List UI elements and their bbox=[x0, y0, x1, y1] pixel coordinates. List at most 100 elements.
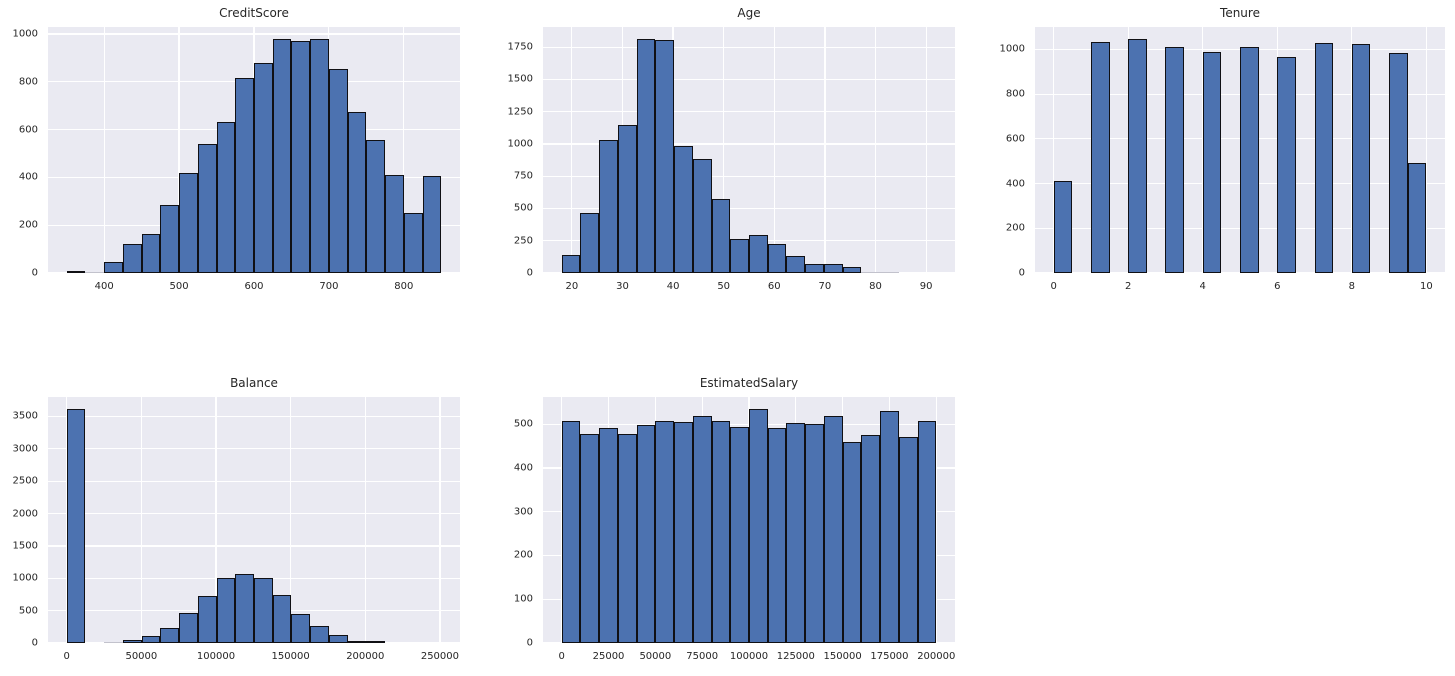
histogram-bar bbox=[1053, 180, 1073, 273]
x-tick-label: 8 bbox=[1348, 281, 1355, 292]
histogram-bar bbox=[122, 244, 142, 273]
x-tick-label: 25000 bbox=[592, 651, 625, 662]
plot-area bbox=[48, 397, 460, 643]
histogram-bar bbox=[767, 243, 787, 273]
x-tick-label: 400 bbox=[94, 281, 114, 292]
gridline-vertical bbox=[561, 397, 563, 643]
histogram-bar bbox=[197, 143, 217, 273]
histogram-bar bbox=[880, 271, 899, 273]
histogram-bar bbox=[823, 263, 843, 273]
x-tick-label: 100000 bbox=[729, 651, 769, 662]
histogram-bar bbox=[561, 420, 581, 643]
y-tick-label: 200 bbox=[18, 219, 38, 231]
y-tick-label: 1000 bbox=[12, 572, 38, 584]
x-tick-label: 20 bbox=[565, 281, 579, 292]
histogram-bar bbox=[328, 634, 348, 643]
chart-title-tenure: Tenure bbox=[1220, 6, 1260, 20]
histogram-bar bbox=[674, 421, 693, 643]
histogram-bar bbox=[617, 434, 637, 643]
histogram-bar bbox=[1389, 52, 1408, 273]
gridline-vertical bbox=[723, 27, 725, 273]
gridline-vertical bbox=[874, 27, 877, 273]
y-tick-label: 2500 bbox=[12, 475, 38, 487]
gridline-vertical bbox=[103, 27, 105, 273]
histogram-bar bbox=[692, 415, 712, 643]
y-tick-label: 800 bbox=[18, 76, 38, 88]
chart-title-creditscore: CreditScore bbox=[219, 6, 289, 20]
y-tick-label: 0 bbox=[526, 637, 533, 649]
x-tick-label: 200000 bbox=[917, 651, 956, 662]
x-tick-label: 6 bbox=[1274, 281, 1281, 292]
gridline-horizontal bbox=[48, 480, 460, 482]
gridline-horizontal bbox=[48, 448, 460, 450]
histogram-bar bbox=[711, 420, 731, 643]
histogram-bar bbox=[310, 38, 329, 273]
histogram-bar bbox=[561, 254, 581, 273]
histogram-bar bbox=[1277, 56, 1296, 273]
x-tick-label: 0 bbox=[63, 651, 70, 662]
histogram-bar bbox=[291, 614, 311, 643]
histogram-bar bbox=[767, 428, 787, 643]
histogram-bar bbox=[599, 428, 618, 643]
histogram-bar bbox=[749, 234, 768, 273]
x-tick-label: 800 bbox=[394, 281, 414, 292]
y-tick-label: 250 bbox=[513, 235, 533, 247]
histogram-bar bbox=[805, 423, 824, 643]
x-tick-label: 150000 bbox=[271, 651, 310, 662]
histogram-bar bbox=[1090, 41, 1110, 273]
plot-area bbox=[1035, 27, 1445, 273]
gridline-vertical bbox=[925, 27, 927, 273]
subplot-estimatedsalary: EstimatedSalary 0 100 200 300 400 500 0 25000 50… bbox=[514, 376, 955, 662]
histogram-bar bbox=[197, 596, 217, 643]
x-tick-label: 50000 bbox=[639, 651, 672, 662]
gridline-vertical bbox=[654, 397, 656, 643]
histogram-bar bbox=[104, 641, 123, 643]
histogram-bar bbox=[347, 640, 367, 643]
chart-title-estimatedsalary: EstimatedSalary bbox=[699, 376, 799, 390]
histogram-bar bbox=[898, 436, 918, 643]
gridline-horizontal bbox=[543, 111, 955, 113]
histogram-bar bbox=[272, 594, 292, 643]
y-tick-label: 800 bbox=[1005, 88, 1025, 100]
x-tick-label: 50 bbox=[717, 281, 731, 292]
x-tick-label: 90 bbox=[919, 281, 933, 292]
histogram-bar bbox=[692, 158, 712, 273]
histogram-bar bbox=[216, 122, 236, 273]
gridline-horizontal bbox=[48, 545, 460, 547]
histogram-bar bbox=[291, 41, 311, 273]
x-tick-label: 200000 bbox=[346, 651, 385, 662]
histogram-bar bbox=[254, 578, 273, 643]
histogram-bar bbox=[842, 267, 862, 273]
histogram-bar bbox=[385, 174, 404, 273]
histogram-bar bbox=[711, 199, 731, 273]
y-tick-label: 0 bbox=[1018, 267, 1025, 279]
histogram-bar bbox=[235, 573, 254, 643]
histogram-bar bbox=[1165, 47, 1185, 273]
plot-area bbox=[543, 27, 955, 273]
x-tick-label: 0 bbox=[558, 651, 565, 662]
gridline-vertical bbox=[748, 397, 750, 643]
x-tick-label: 60 bbox=[767, 281, 781, 292]
chart-title-balance: Balance bbox=[230, 376, 278, 390]
histogram-bar bbox=[366, 140, 386, 273]
y-tick-label: 1000 bbox=[507, 138, 533, 150]
y-tick-label: 1000 bbox=[999, 43, 1025, 55]
histogram-bar bbox=[730, 427, 749, 643]
gridline-vertical bbox=[1053, 27, 1055, 273]
histogram-bar bbox=[160, 627, 180, 643]
histogram-bar bbox=[749, 408, 768, 643]
y-tick-label: 1750 bbox=[507, 41, 533, 53]
y-tick-label: 0 bbox=[526, 267, 533, 279]
histogram-bar bbox=[861, 271, 881, 273]
x-tick-label: 175000 bbox=[870, 651, 909, 662]
gridline-vertical bbox=[773, 27, 775, 273]
gridline-vertical bbox=[140, 397, 142, 643]
histogram-bar bbox=[1314, 43, 1334, 273]
histogram-bar bbox=[1351, 43, 1371, 273]
gridline-vertical bbox=[1351, 27, 1353, 273]
subplot-balance: Balance 0 500 1000 1500 2000 2500 3000 3500 0 500… bbox=[13, 376, 460, 662]
histogram-bar bbox=[880, 411, 899, 643]
y-tick-label: 500 bbox=[513, 418, 533, 430]
x-tick-label: 40 bbox=[666, 281, 680, 292]
x-tick-label: 250000 bbox=[420, 651, 460, 662]
